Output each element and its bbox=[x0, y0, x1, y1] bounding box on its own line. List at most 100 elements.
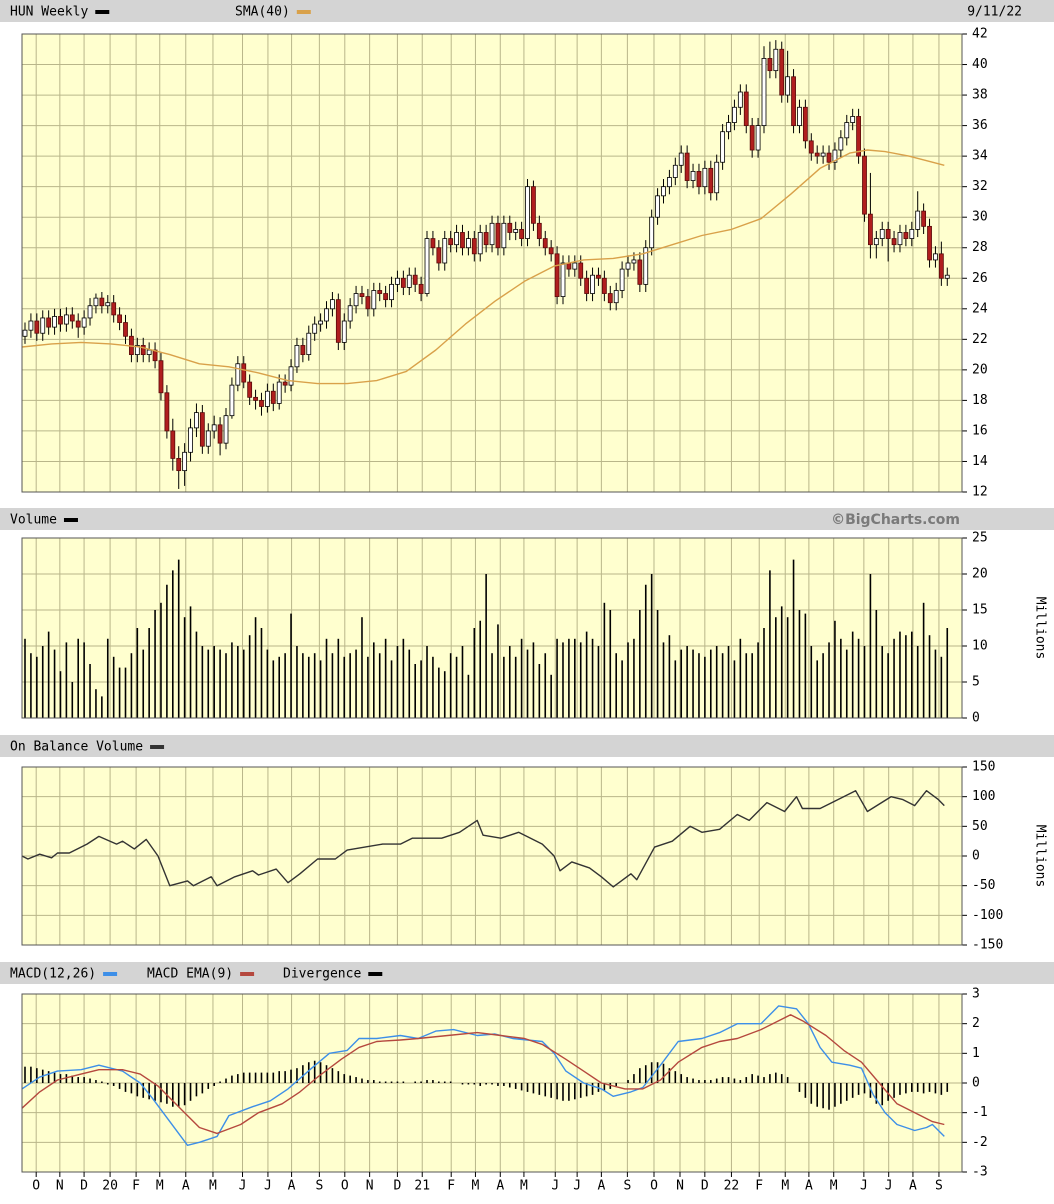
candle-body bbox=[170, 430, 176, 459]
legend-swatch bbox=[296, 10, 311, 14]
candle-body bbox=[501, 222, 507, 249]
plot-border bbox=[21, 993, 963, 1173]
y-tick-label: 36 bbox=[972, 118, 988, 133]
candle-body bbox=[856, 116, 861, 157]
candle-body bbox=[891, 238, 897, 246]
candle-body bbox=[797, 106, 802, 126]
candle-body bbox=[217, 424, 223, 444]
y-tick-label: 150 bbox=[972, 760, 995, 775]
candle-body bbox=[152, 349, 158, 362]
candle-body bbox=[270, 390, 276, 404]
candle-body bbox=[93, 297, 99, 307]
candle-body bbox=[22, 329, 28, 337]
candle-body bbox=[590, 274, 595, 294]
candle-body bbox=[755, 125, 761, 151]
x-tick-label: 22 bbox=[724, 1179, 740, 1194]
candle-body bbox=[389, 283, 394, 301]
candle-body bbox=[28, 320, 34, 331]
y-tick-label: 16 bbox=[972, 423, 988, 438]
candle-body bbox=[205, 430, 211, 447]
candle-body bbox=[430, 238, 436, 249]
candle-body bbox=[335, 299, 341, 343]
x-tick-label: J bbox=[885, 1179, 893, 1194]
candle-body bbox=[613, 290, 619, 304]
candle-body bbox=[625, 262, 631, 270]
y-tick-label: 5 bbox=[972, 675, 980, 690]
x-tick-label: J bbox=[264, 1179, 272, 1194]
x-tick-label: J bbox=[573, 1179, 581, 1194]
y-tick-label: -1 bbox=[972, 1105, 988, 1120]
candle-body bbox=[69, 314, 75, 322]
candle-body bbox=[383, 293, 389, 301]
candle-body bbox=[832, 149, 838, 163]
x-tick-label: O bbox=[341, 1179, 349, 1194]
candle-body bbox=[247, 381, 253, 398]
candle-body bbox=[584, 277, 590, 294]
x-tick-label: A bbox=[805, 1179, 813, 1194]
candle-body bbox=[259, 399, 264, 407]
candle-body bbox=[52, 316, 57, 328]
candle-body bbox=[395, 277, 400, 285]
candle-body bbox=[75, 320, 81, 328]
x-tick-label: J bbox=[239, 1179, 247, 1194]
candle-body bbox=[850, 116, 856, 123]
x-tick-label: J bbox=[860, 1179, 868, 1194]
legend-swatch bbox=[63, 518, 78, 522]
candle-body bbox=[743, 91, 749, 127]
candle-body bbox=[164, 392, 170, 432]
y-tick-label: 38 bbox=[972, 88, 988, 103]
legend-swatch bbox=[95, 10, 110, 14]
candle-body bbox=[726, 122, 731, 133]
candle-body bbox=[897, 232, 903, 246]
y-tick-label: 14 bbox=[972, 454, 988, 469]
panel-header bbox=[0, 735, 1054, 757]
candle-body bbox=[927, 225, 932, 261]
candle-body bbox=[400, 277, 406, 288]
plot-border bbox=[21, 33, 963, 493]
candle-body bbox=[288, 366, 294, 386]
x-tick-label: M bbox=[830, 1179, 838, 1194]
candle-body bbox=[619, 268, 625, 291]
candle-body bbox=[554, 253, 560, 297]
candle-body bbox=[229, 384, 235, 417]
candle-body bbox=[353, 293, 359, 307]
candle-body bbox=[844, 122, 850, 139]
y-tick-label: 32 bbox=[972, 179, 988, 194]
candle-body bbox=[820, 152, 826, 157]
candle-body bbox=[483, 232, 489, 246]
candle-body bbox=[341, 320, 347, 343]
candle-body bbox=[63, 314, 69, 325]
y-tick-label: 2 bbox=[972, 1016, 980, 1031]
y-tick-label: 12 bbox=[972, 485, 988, 500]
candle-body bbox=[371, 290, 377, 310]
candle-body bbox=[637, 259, 643, 285]
candle-body bbox=[105, 302, 111, 307]
candle-body bbox=[714, 161, 720, 194]
candle-body bbox=[921, 210, 927, 227]
candle-body bbox=[436, 247, 442, 264]
candle-body bbox=[188, 427, 193, 453]
y-tick-label: 40 bbox=[972, 57, 988, 72]
panel-header bbox=[0, 962, 1054, 984]
candle-body bbox=[182, 451, 188, 472]
candle-body bbox=[253, 396, 258, 401]
series-line bbox=[21, 790, 945, 888]
legend-label: Divergence bbox=[283, 967, 361, 982]
x-tick-label: D bbox=[80, 1179, 88, 1194]
y-tick-label: -50 bbox=[972, 878, 995, 893]
candle-body bbox=[737, 91, 743, 108]
candle-body bbox=[324, 308, 329, 322]
candle-body bbox=[909, 229, 915, 239]
candle-body bbox=[146, 349, 152, 355]
y-axis-label: Millions bbox=[1033, 825, 1048, 888]
x-tick-label: N bbox=[56, 1179, 64, 1194]
panel-header bbox=[0, 0, 1054, 22]
plot-border bbox=[21, 537, 963, 719]
legend-label: Volume bbox=[10, 513, 57, 528]
candle-body bbox=[838, 137, 844, 151]
candle-body bbox=[779, 48, 785, 96]
candle-body bbox=[442, 238, 448, 264]
candle-body bbox=[667, 177, 672, 188]
candle-body bbox=[661, 186, 666, 197]
